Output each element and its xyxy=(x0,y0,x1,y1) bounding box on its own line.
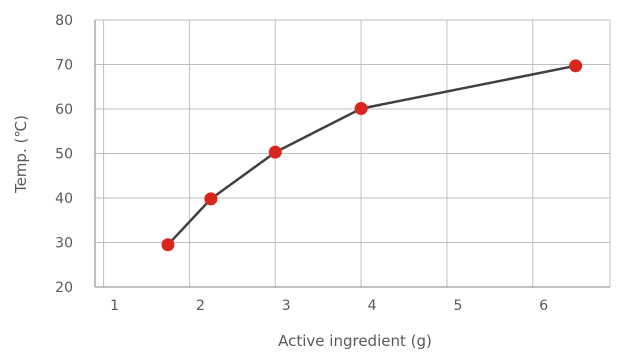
y-tick-label: 30 xyxy=(55,236,73,252)
grid xyxy=(95,19,611,287)
axes xyxy=(94,20,610,288)
y-tick-label: 60 xyxy=(55,102,73,118)
data-point xyxy=(354,102,368,116)
series xyxy=(161,59,583,252)
y-tick-label: 50 xyxy=(55,147,73,163)
x-tick-label: 2 xyxy=(196,298,205,314)
data-point xyxy=(161,238,175,252)
x-axis-title: Active ingredient (g) xyxy=(278,332,432,350)
tick-labels: 20 30 40 50 60 70 80 1 2 3 4 5 6 xyxy=(55,13,548,314)
y-tick-label: 40 xyxy=(55,191,73,207)
data-point xyxy=(268,145,282,159)
y-tick-label: 70 xyxy=(55,58,73,74)
data-point xyxy=(569,59,583,73)
x-tick-label: 5 xyxy=(453,298,462,314)
y-axis-title: Temp. (℃) xyxy=(12,115,30,194)
series-line xyxy=(167,64,576,246)
data-point xyxy=(204,192,218,206)
y-tick-label: 20 xyxy=(55,280,73,296)
x-tick-label: 6 xyxy=(539,298,548,314)
x-tick-label: 4 xyxy=(368,298,377,314)
x-tick-label: 1 xyxy=(110,298,119,314)
x-tick-label: 3 xyxy=(282,298,291,314)
y-tick-label: 80 xyxy=(55,13,73,29)
